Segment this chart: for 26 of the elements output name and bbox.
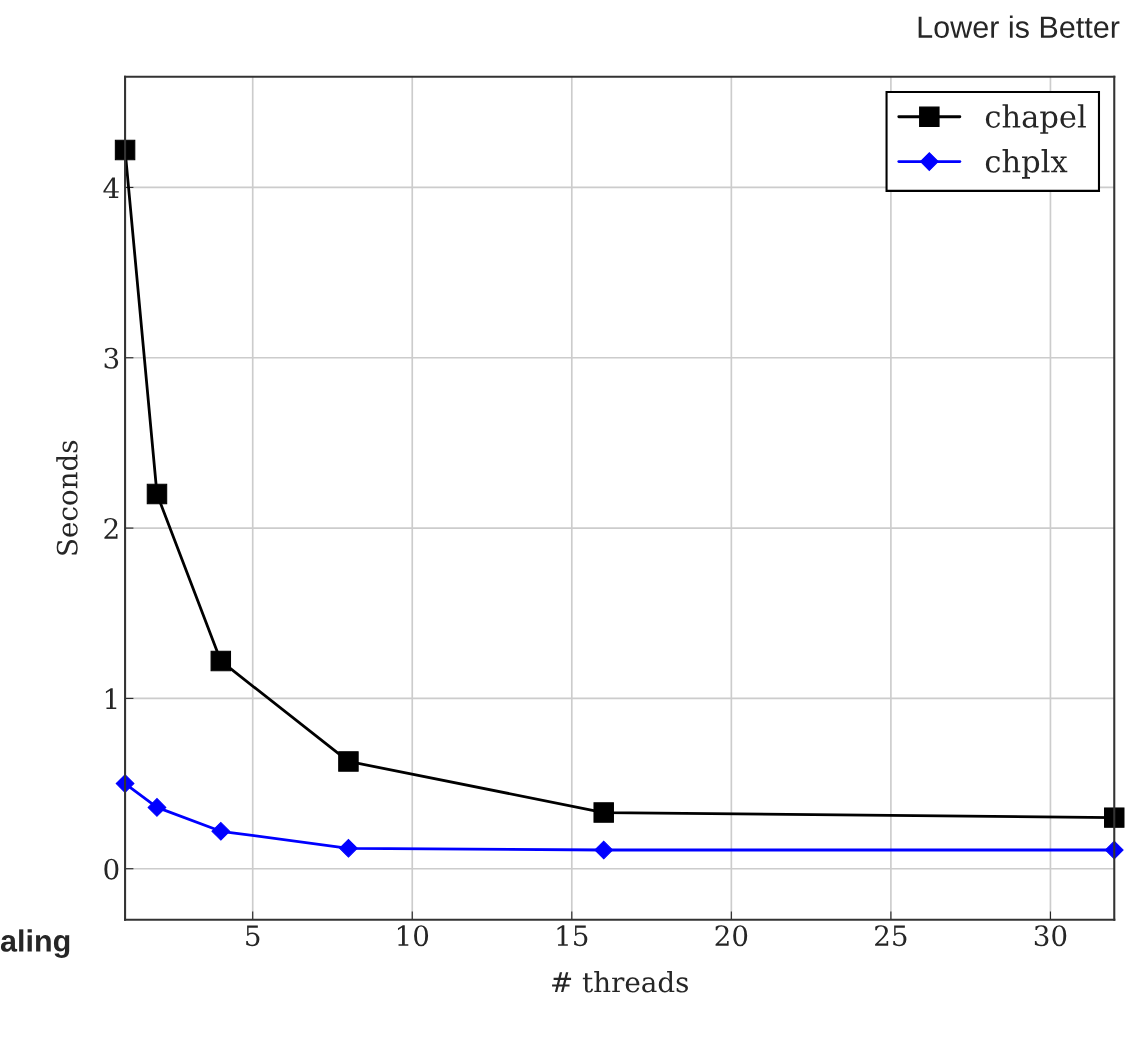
point: [594, 840, 614, 860]
y-tick-label: 2: [104, 518, 118, 539]
x-tick-label: 10: [397, 925, 429, 947]
point: [593, 802, 614, 823]
y-tick-label: 4: [103, 177, 119, 198]
point: [147, 798, 167, 817]
legend-label: chplx: [985, 149, 1068, 179]
point: [211, 821, 231, 841]
point: [1104, 807, 1125, 828]
x-tick-label: 5: [246, 925, 260, 947]
x-tick-label: 20: [715, 925, 748, 947]
y-tick-label: 1: [105, 688, 117, 709]
point: [146, 483, 168, 505]
legend-label: chapel: [985, 104, 1086, 134]
point: [339, 838, 358, 858]
y-axis-title: Seconds: [56, 440, 78, 555]
x-tick-label: 25: [875, 925, 907, 947]
y-tick-label: 0: [104, 858, 119, 880]
x-tick-label: 15: [557, 925, 588, 947]
x-tick-label: 30: [1034, 925, 1067, 947]
text: Lower is Better: [918, 15, 1120, 38]
text: aling: [0, 929, 70, 958]
x-axis-title: # threads: [552, 971, 688, 993]
point: [210, 650, 232, 672]
y-tick-label: 3: [104, 347, 119, 369]
point: [338, 751, 359, 772]
